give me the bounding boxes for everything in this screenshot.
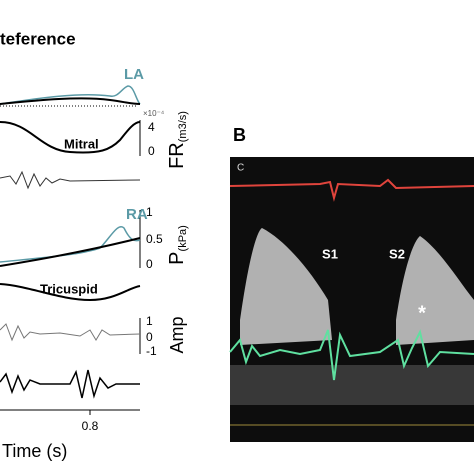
fr-axis-label: FR(m3/s) [166, 111, 189, 169]
p-tick: 0.5 [146, 232, 163, 246]
x-tick-label: 0.8 [82, 419, 99, 433]
p-tick: 0 [146, 257, 153, 271]
corner-label: C [237, 163, 244, 174]
x-axis-label: Time (s) [2, 441, 67, 461]
p-unit: (kPa) [177, 225, 189, 251]
doppler-envelope [396, 236, 474, 345]
la-label: LA [124, 66, 144, 83]
tricuspid-label: Tricuspid [40, 281, 98, 296]
marker: * [418, 302, 426, 324]
tricuspid-trace [0, 283, 141, 302]
mitral-trace [0, 121, 141, 154]
amp-tick: -1 [146, 344, 157, 358]
pcg-overlay [229, 329, 474, 381]
panel-label: B [233, 125, 246, 145]
doppler-lower [230, 365, 474, 405]
panel-title: teference [0, 29, 76, 48]
mitral-label: Mitral [64, 136, 99, 151]
ecg-overlay [229, 178, 474, 202]
fr-scale: ×10⁻⁴ [143, 109, 165, 118]
fr-unit: (m3/s) [177, 111, 189, 142]
fr-tick: 0 [148, 144, 155, 158]
ra-label: RA [126, 206, 148, 223]
amp-tick: 0 [146, 330, 153, 344]
fr-tick: 4 [148, 120, 155, 134]
pcg-trace [0, 323, 141, 342]
p-axis: P [166, 251, 188, 264]
ecg-trace [0, 170, 141, 190]
model-pcg-trace [0, 369, 140, 399]
ra-model-trace [0, 237, 141, 267]
p-axis-label: P(kPa) [166, 225, 189, 265]
la-model-trace [0, 97, 141, 105]
doppler-envelope [240, 228, 332, 345]
fr-axis: FR [166, 142, 188, 169]
la-trace [0, 85, 141, 105]
s2-label: S2 [389, 246, 405, 261]
s1-label: S1 [322, 246, 338, 261]
p-tick: 1 [146, 205, 153, 219]
amp-tick: 1 [146, 314, 153, 328]
amp-axis-label: Amp [167, 316, 187, 353]
ra-trace [0, 225, 141, 263]
